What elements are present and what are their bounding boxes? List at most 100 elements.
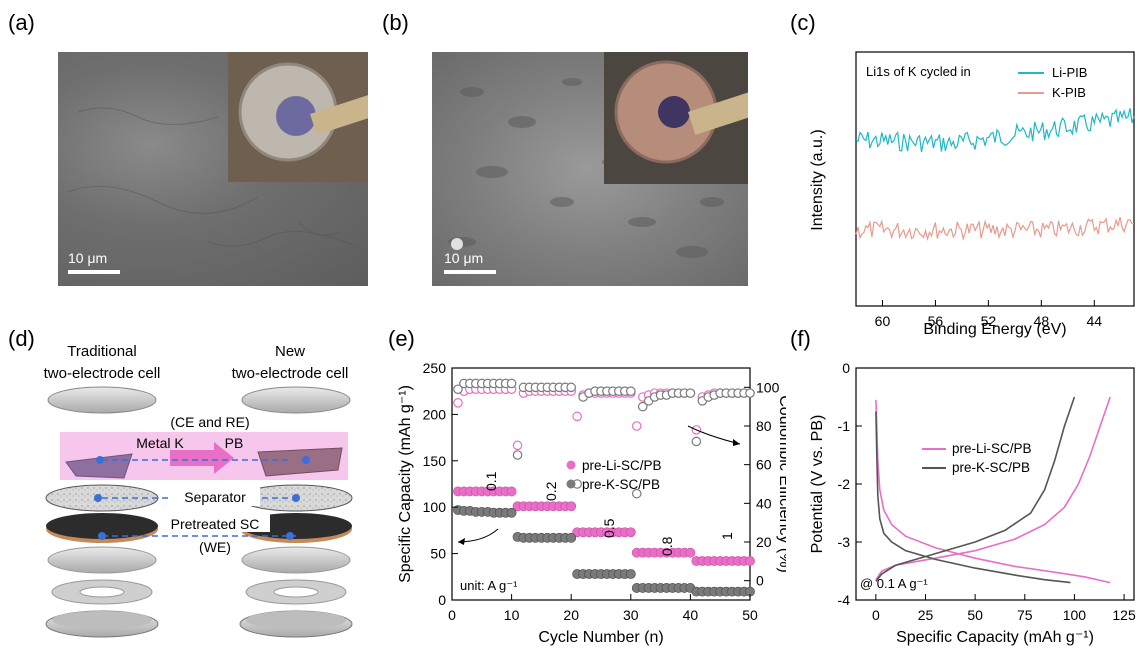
scale-text-a: 10 μm [68,250,108,266]
ce-point-pre-k [745,388,755,398]
series-line-pre-k-discharge [875,411,1071,584]
panel-label-b: (b) [382,10,409,35]
y2-tick-label-e: 100 [756,379,780,395]
cap-top-left [47,386,157,414]
y2-tick-label-e: 0 [756,573,764,589]
y-axis-label-e: Specific Capacity (mAh g⁻¹) [397,385,414,583]
x-tick-label-e: 40 [683,607,699,623]
legend-pre-k: pre-K-SC/PB [582,477,660,492]
rate-label-2: 0.5 [601,518,617,538]
chart-c: Li1s of K cycled in Li-PIB K-PIB 60 56 52 4… [809,51,1135,338]
panel-label-a: (a) [8,10,35,35]
panel-label-e: (e) [388,326,415,351]
label-metal-k: Metal K [136,435,184,451]
rate-label-3: 0.8 [659,536,675,556]
sem-texture-a [67,107,359,248]
rate-label-4: 1 [719,532,735,540]
y-tick-label-f: -4 [838,592,851,608]
dot-3a [98,532,106,540]
dot-1b [302,456,310,464]
x-tick-label-e: 20 [563,607,579,623]
label-pb: PB [225,435,244,451]
y-tick-label-e: 0 [438,592,446,608]
y-tick-label-e: 50 [430,546,446,562]
rate-note-f: @ 0.1 A g⁻¹ [860,576,928,591]
scale-text-b: 10 μm [444,250,484,266]
x-tick-label-f: 25 [918,607,934,623]
x-tick-label-e: 10 [504,607,520,623]
capacity-point-pre-k [625,569,636,579]
series-line-pre-k-charge [875,396,1076,582]
chart-f: 0 25 50 75 100 125 0 -1 -2 -3 -4 pre-Li-SC/PB pre-… [809,360,1136,646]
y-axis-label-c: Intensity (a.u.) [809,129,826,230]
y2-tick-label-e: 60 [756,457,772,473]
plot-frame-e [451,367,751,601]
capacity-point-pre-li [566,501,577,512]
rate-label-0: 0.1 [483,471,499,491]
ce-point-pre-k [631,488,642,499]
y-tick-label-f: -3 [838,534,851,550]
sem-image-a: 10 μm [58,52,368,286]
y2-tick-label-e: 40 [756,495,772,511]
legend-f-pre-li: pre-Li-SC/PB [952,441,1032,456]
label-pretreated: Pretreated SC [171,516,260,532]
y-axis-label-f: Potential (V vs. PB) [809,415,826,554]
photo-inset-b [604,52,748,184]
electrode-photo-a [228,52,368,182]
legend-k-pib: K-PIB [1052,85,1086,100]
ce-point-pre-li [453,397,463,408]
x-tick-label-c: 56 [928,313,944,329]
spacer-right [241,546,351,574]
chart-c-title: Li1s of K cycled in [866,64,971,79]
legend-swatch-pre-k [566,479,576,489]
x-tick-label-e: 30 [623,607,639,623]
label-new: New [275,343,305,360]
x-tick-label-f: 125 [1112,607,1136,623]
spacer-left [47,546,157,574]
x-tick-label-e: 50 [742,607,758,623]
rate-label-1: 0.2 [543,481,559,501]
dot-3b [286,532,294,540]
unit-note: unit: A g⁻¹ [460,578,518,593]
sc-left [46,513,158,539]
label-traditional-2: two-electrode cell [44,365,161,382]
label-traditional: Traditional [67,343,136,360]
label-new-2: two-electrode cell [232,365,349,382]
scale-bar-a [68,270,120,274]
photo-inset-a [228,52,368,182]
panel-label-f: (f) [790,326,811,351]
arrow-right-head [733,439,740,446]
dot-2a [94,494,102,502]
x-tick-label-f: 0 [872,607,880,623]
legend-f-pre-k: pre-K-SC/PB [952,460,1030,475]
x-tick-label-c: 44 [1086,313,1102,329]
panel-label-c: (c) [790,10,816,35]
scale-bar-b [444,270,496,274]
capacity-point-pre-k [566,532,577,543]
ce-point-pre-li [572,411,582,422]
y2-tick-label-e: 20 [756,534,772,550]
y2-tick-label-e: 80 [756,418,772,434]
spring-left-hole [79,586,125,598]
capacity-point-pre-li [506,486,517,497]
chart-e: 0 10 20 30 40 50 0 50 100 150 200 250 0 20 40 60 80 100 0… [397,360,786,646]
panel-label-d: (d) [8,326,35,351]
capacity-point-pre-li [745,556,755,566]
y-tick-label-f: -1 [838,418,851,434]
legend-li-pib: Li-PIB [1052,65,1087,80]
x-tick-label-c: 48 [1034,313,1050,329]
ce-point-pre-k [512,450,523,460]
ce-point-pre-k [626,386,636,396]
label-ce-re: (CE and RE) [170,414,249,430]
dot-2b [292,494,300,502]
series-line-li-pib [855,108,1135,153]
ce-point-pre-k [566,382,576,393]
x-tick-label-f: 50 [967,607,983,623]
ce-point-pre-li [631,421,642,431]
legend-pre-li: pre-Li-SC/PB [582,458,662,473]
arrow-left-head [458,538,465,545]
ce-point-pre-k [453,384,463,395]
y-tick-label-f: 0 [842,360,850,376]
spring-right-hole [273,586,319,598]
x-axis-label-f: Specific Capacity (mAh g⁻¹) [896,629,1094,646]
